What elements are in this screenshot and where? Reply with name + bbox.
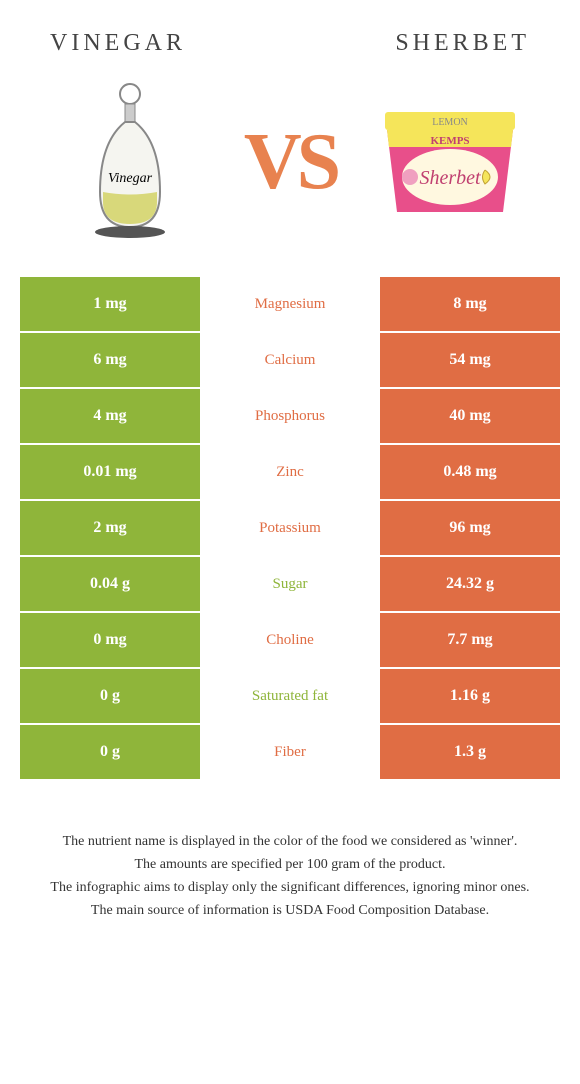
- cell-right-value: 96 mg: [380, 501, 560, 555]
- cell-left-value: 0 g: [20, 725, 200, 779]
- table-row: 0.01 mgZinc0.48 mg: [20, 445, 560, 501]
- cell-left-value: 1 mg: [20, 277, 200, 331]
- cell-nutrient-name: Potassium: [200, 501, 380, 555]
- cell-right-value: 8 mg: [380, 277, 560, 331]
- table-row: 0 gFiber1.3 g: [20, 725, 560, 781]
- cell-right-value: 24.32 g: [380, 557, 560, 611]
- header-title-right: SHERBET: [395, 30, 530, 57]
- table-row: 1 mgMagnesium8 mg: [20, 277, 560, 333]
- header-row: VINEGAR SHERBET: [20, 30, 560, 57]
- vs-label: VS: [244, 117, 336, 208]
- cell-left-value: 2 mg: [20, 501, 200, 555]
- cell-nutrient-name: Magnesium: [200, 277, 380, 331]
- vinegar-bottle-icon: Vinegar: [80, 82, 180, 242]
- cell-nutrient-name: Calcium: [200, 333, 380, 387]
- header-title-left: VINEGAR: [50, 30, 186, 57]
- cell-left-value: 0.01 mg: [20, 445, 200, 499]
- cell-left-value: 0 mg: [20, 613, 200, 667]
- sherbet-image: LEMON KEMPS Sherbet: [370, 82, 530, 242]
- cell-right-value: 40 mg: [380, 389, 560, 443]
- cell-nutrient-name: Zinc: [200, 445, 380, 499]
- footer-line-3: The infographic aims to display only the…: [35, 877, 545, 898]
- footer-notes: The nutrient name is displayed in the co…: [20, 831, 560, 921]
- cell-nutrient-name: Fiber: [200, 725, 380, 779]
- cell-nutrient-name: Sugar: [200, 557, 380, 611]
- cell-left-value: 6 mg: [20, 333, 200, 387]
- table-row: 6 mgCalcium54 mg: [20, 333, 560, 389]
- infographic-container: VINEGAR SHERBET Vinegar VS LEMON KEMPS: [0, 0, 580, 953]
- sherbet-flavor: LEMON: [432, 117, 468, 128]
- footer-line-1: The nutrient name is displayed in the co…: [35, 831, 545, 852]
- table-row: 0.04 gSugar24.32 g: [20, 557, 560, 613]
- sherbet-brand: KEMPS: [430, 135, 469, 147]
- table-row: 2 mgPotassium96 mg: [20, 501, 560, 557]
- cell-right-value: 0.48 mg: [380, 445, 560, 499]
- nutrient-table: 1 mgMagnesium8 mg6 mgCalcium54 mg4 mgPho…: [20, 277, 560, 781]
- footer-line-4: The main source of information is USDA F…: [35, 900, 545, 921]
- cell-nutrient-name: Phosphorus: [200, 389, 380, 443]
- cell-left-value: 0.04 g: [20, 557, 200, 611]
- table-row: 0 mgCholine7.7 mg: [20, 613, 560, 669]
- table-row: 0 gSaturated fat1.16 g: [20, 669, 560, 725]
- images-row: Vinegar VS LEMON KEMPS Sherbet: [20, 77, 560, 247]
- vinegar-image: Vinegar: [50, 82, 210, 242]
- cell-nutrient-name: Saturated fat: [200, 669, 380, 723]
- cell-left-value: 0 g: [20, 669, 200, 723]
- sherbet-product: Sherbet: [419, 167, 481, 189]
- cell-left-value: 4 mg: [20, 389, 200, 443]
- cell-nutrient-name: Choline: [200, 613, 380, 667]
- cell-right-value: 1.16 g: [380, 669, 560, 723]
- table-row: 4 mgPhosphorus40 mg: [20, 389, 560, 445]
- cell-right-value: 54 mg: [380, 333, 560, 387]
- cell-right-value: 7.7 mg: [380, 613, 560, 667]
- cell-right-value: 1.3 g: [380, 725, 560, 779]
- vinegar-label: Vinegar: [108, 171, 153, 186]
- footer-line-2: The amounts are specified per 100 gram o…: [35, 854, 545, 875]
- sherbet-tub-icon: LEMON KEMPS Sherbet: [375, 102, 525, 222]
